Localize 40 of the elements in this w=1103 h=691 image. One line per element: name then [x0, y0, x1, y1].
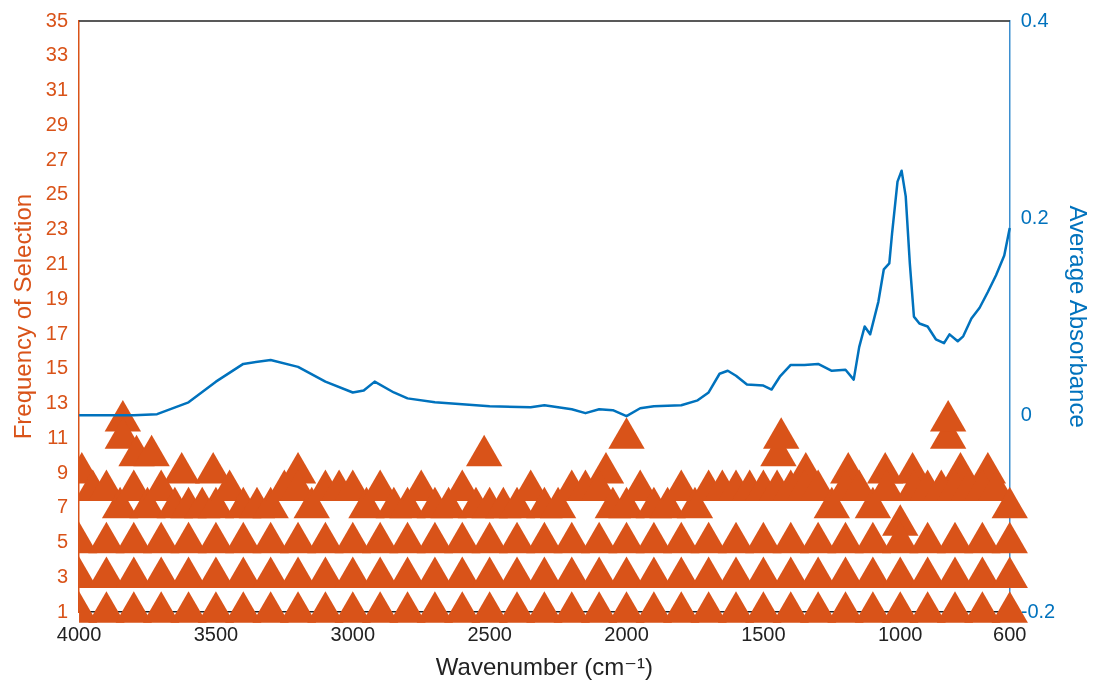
- y-tick-label: 19: [45, 286, 69, 309]
- y-tick-label: 9: [56, 460, 69, 483]
- y-tick-label: 25: [45, 182, 69, 205]
- x-tick-label: 1500: [741, 622, 786, 645]
- y-tick-label: 33: [45, 43, 69, 66]
- x-tick-label: 3500: [193, 622, 239, 645]
- point: [762, 417, 800, 449]
- y-tick-label: 3: [56, 564, 69, 587]
- y2-tick-label: -0.2: [1020, 599, 1056, 622]
- y-tick-label: 1: [56, 599, 69, 622]
- y2-tick-label: 0.4: [1020, 8, 1049, 31]
- point: [133, 434, 170, 467]
- x-tick-label: 3000: [330, 622, 376, 645]
- y-tick-label: 17: [45, 321, 69, 344]
- y-tick-label: 27: [45, 147, 69, 170]
- y-tick-label: 35: [45, 8, 69, 31]
- point: [608, 417, 645, 449]
- y2-tick-label: 0: [1020, 402, 1032, 425]
- x-tick-label: 600: [993, 622, 1027, 645]
- y-axis-title: Frequency of Selection: [9, 193, 37, 440]
- y-tick-label: 13: [45, 391, 69, 414]
- point: [465, 434, 503, 467]
- x-axis-title: Wavenumber (cm⁻¹): [435, 653, 653, 681]
- y-tick-label: 15: [45, 356, 69, 379]
- y-tick-label: 5: [56, 530, 69, 553]
- y2-tick-label: 0.2: [1020, 205, 1049, 228]
- point: [163, 452, 200, 484]
- y-tick-label: 23: [45, 217, 69, 240]
- x-tick-label: 1000: [877, 622, 923, 645]
- x-tick-label: 4000: [56, 622, 102, 645]
- y2-axis-title: Average Absorbance: [1064, 205, 1092, 428]
- x-tick-label: 2000: [604, 622, 649, 645]
- y-tick-label: 11: [47, 425, 69, 448]
- x-tick-label: 2500: [467, 622, 512, 645]
- y-tick-label: 31: [45, 78, 69, 101]
- y-tick-label: 29: [45, 112, 69, 135]
- point: [991, 521, 1028, 554]
- point: [929, 399, 967, 432]
- y-tick-label: 21: [45, 251, 69, 274]
- y-tick-label: 7: [56, 495, 69, 518]
